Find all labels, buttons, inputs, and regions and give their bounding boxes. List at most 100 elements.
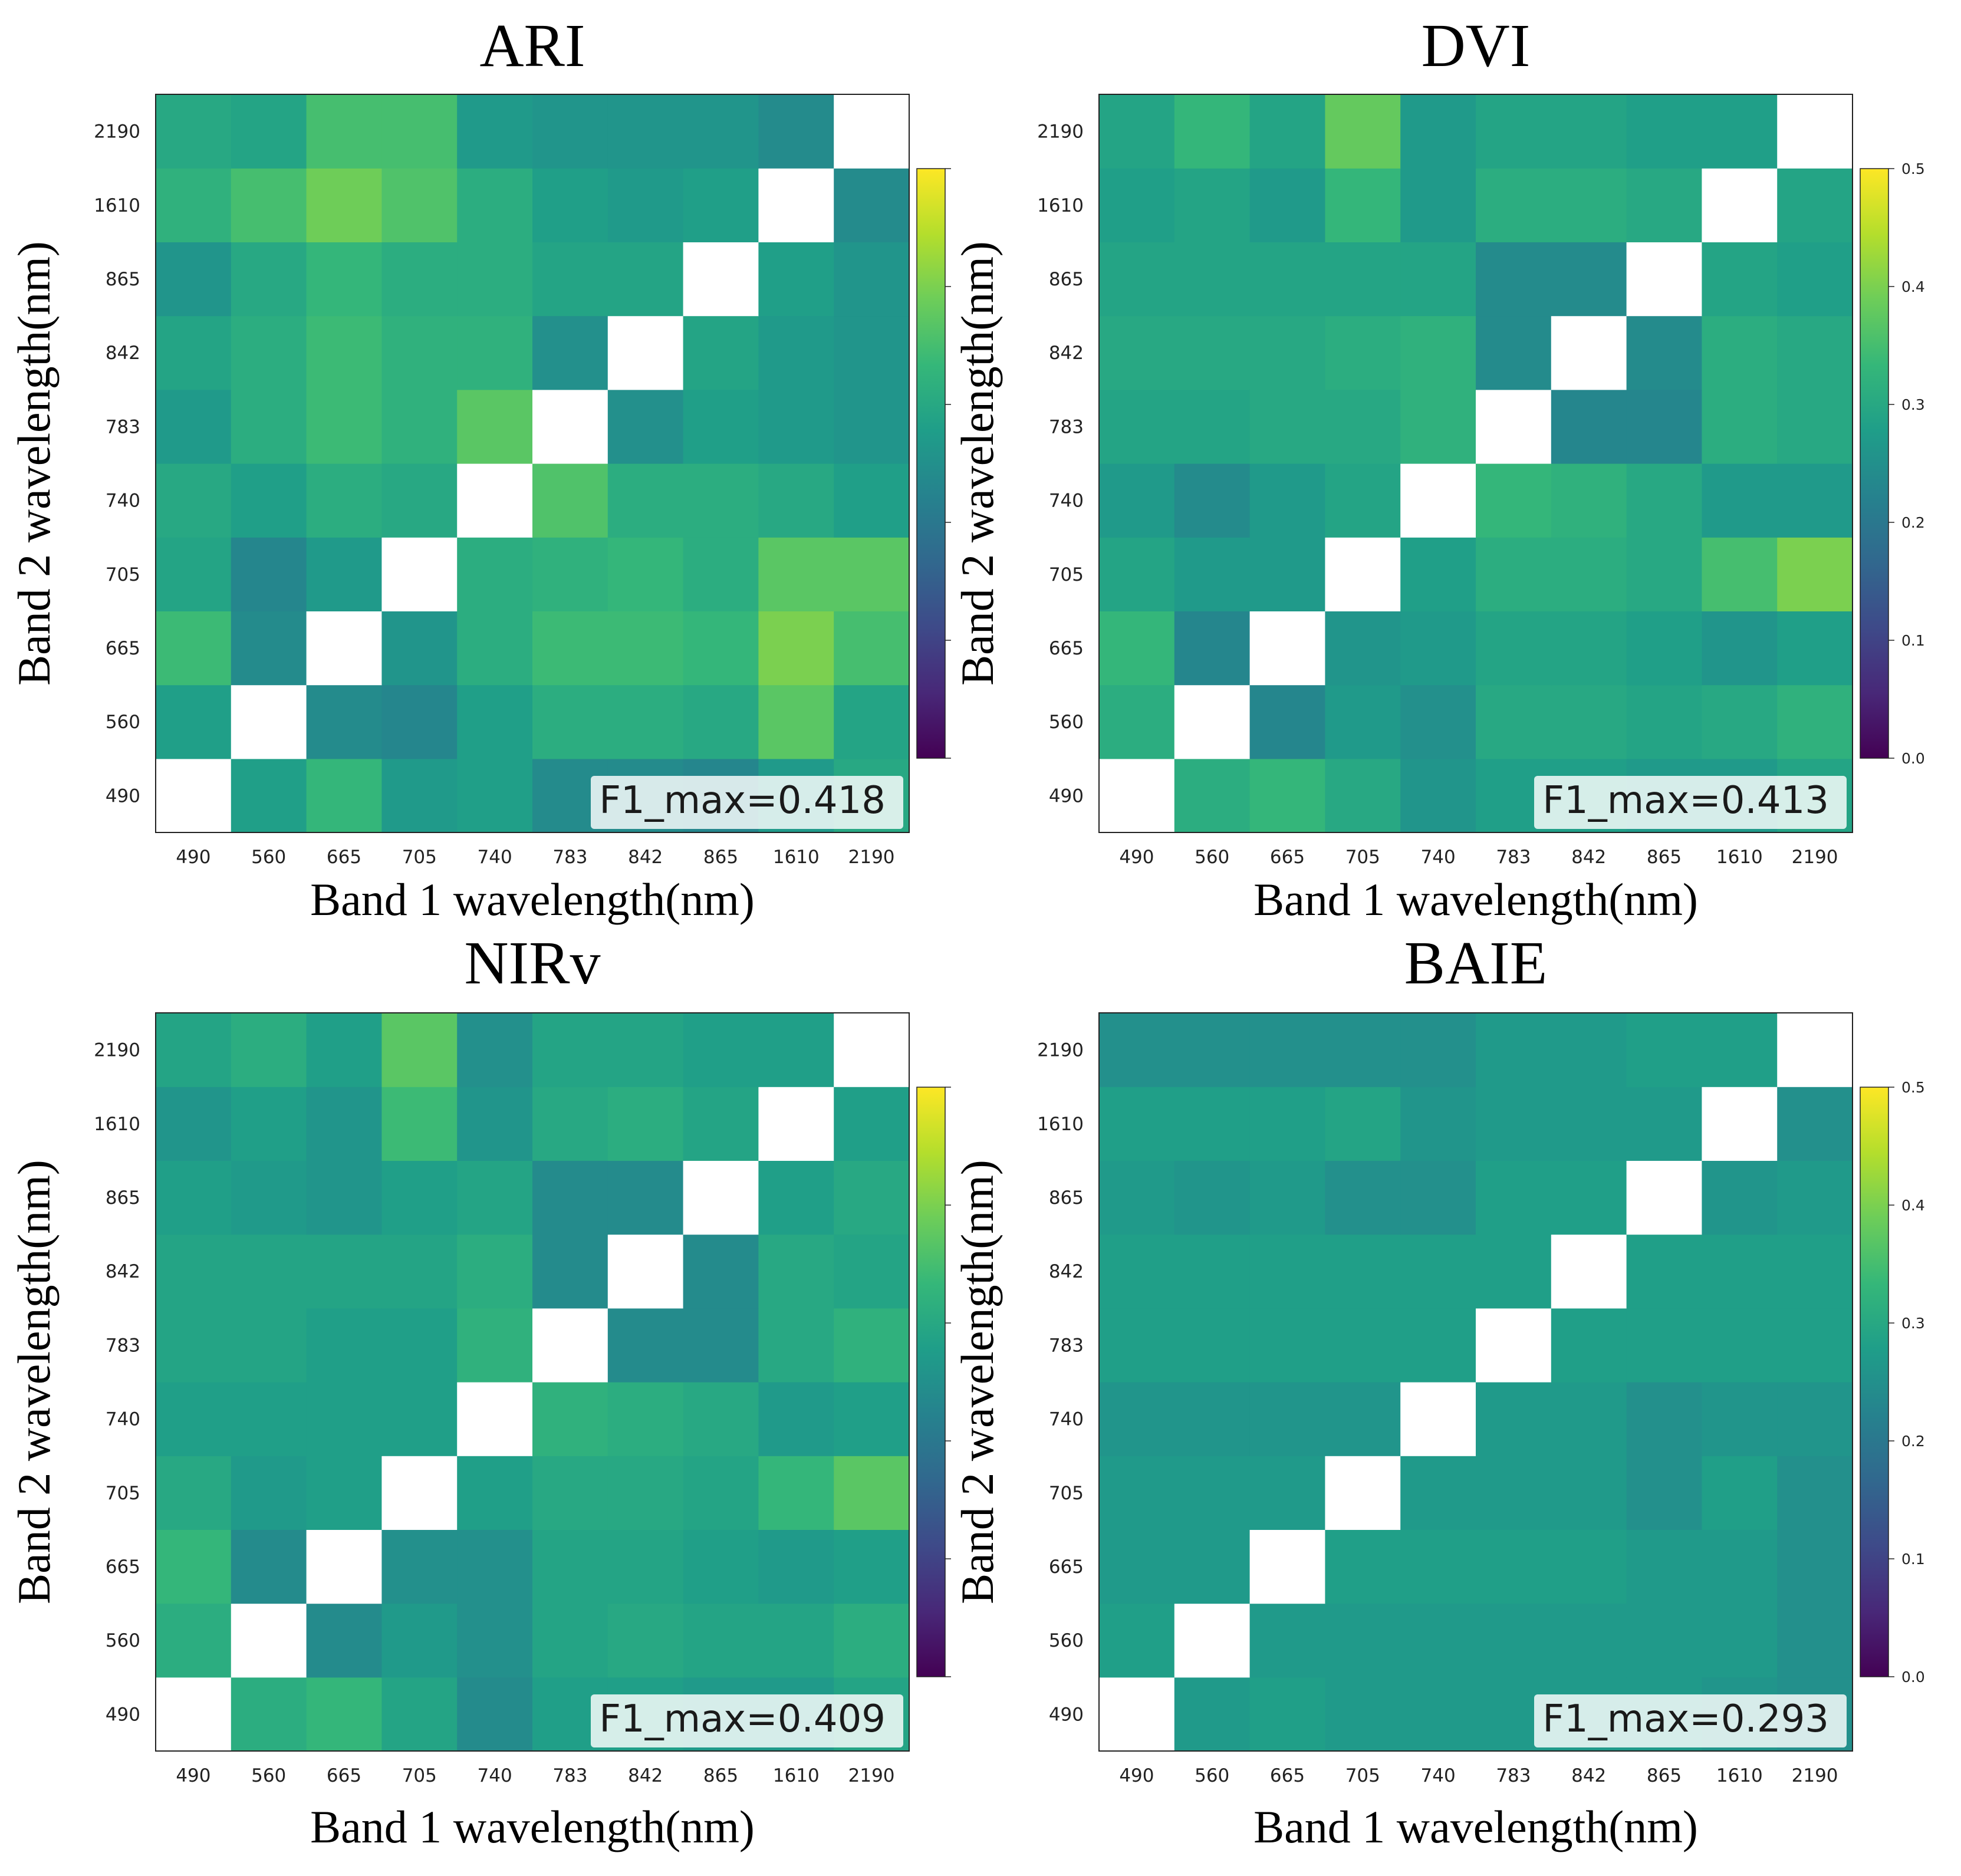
heatmap-cell bbox=[457, 611, 533, 686]
heatmap-cell bbox=[1400, 1677, 1476, 1752]
x-tick-label: 490 bbox=[1119, 847, 1154, 868]
heatmap-cell bbox=[1325, 684, 1401, 759]
y-tick-label: 865 bbox=[106, 269, 140, 290]
heatmap-cell bbox=[1249, 389, 1325, 464]
heatmap-cell bbox=[532, 1308, 608, 1383]
heatmap-cell bbox=[532, 1234, 608, 1309]
heatmap-cell bbox=[1626, 1013, 1702, 1087]
heatmap-cell bbox=[758, 684, 834, 759]
heatmap-cell bbox=[607, 1382, 684, 1456]
f1-max-annotation: F1_max=0.413 bbox=[1534, 776, 1847, 829]
y-tick-label: 865 bbox=[106, 1187, 140, 1209]
panel-baie: BAIE 490 560 665 705 740 783 842 865 1610 2190 490 5… bbox=[952, 929, 1925, 1852]
heatmap-cell bbox=[834, 1160, 910, 1235]
x-tick-label: 665 bbox=[1270, 847, 1305, 868]
heatmap-cell bbox=[1777, 463, 1853, 538]
heatmap-cell bbox=[1174, 1087, 1251, 1161]
x-tick-label: 740 bbox=[478, 847, 512, 868]
heatmap-cell bbox=[1626, 94, 1702, 169]
heatmap-cell bbox=[1702, 94, 1778, 169]
heatmap-cell bbox=[758, 168, 834, 242]
heatmap-cell bbox=[1400, 463, 1476, 538]
colorbar-tick-label: 0.1 bbox=[1901, 632, 1925, 649]
heatmap-cell bbox=[1099, 315, 1175, 390]
heatmap-cell bbox=[231, 758, 307, 833]
colorbar: 0.0 0.1 0.2 0.3 0.4 0.5 bbox=[1860, 160, 1925, 767]
heatmap-cell bbox=[1249, 1529, 1325, 1604]
heatmap-cell bbox=[231, 1529, 307, 1604]
y-tick-label: 842 bbox=[106, 343, 140, 364]
heatmap-cell bbox=[1099, 1160, 1175, 1235]
colorbar bbox=[916, 1087, 951, 1677]
heatmap-cell bbox=[683, 1529, 759, 1604]
heatmap-cell bbox=[231, 315, 307, 390]
heatmap-cell bbox=[607, 389, 684, 464]
heatmap-cell bbox=[156, 389, 232, 464]
heatmap-cell bbox=[1626, 684, 1702, 759]
heatmap-cell bbox=[607, 242, 684, 317]
heatmap-cell bbox=[156, 537, 232, 611]
heatmap-cell bbox=[1551, 389, 1627, 464]
y-tick-label: 2190 bbox=[1037, 1040, 1084, 1061]
x-tick-label: 842 bbox=[1571, 847, 1606, 868]
y-tick-label: 783 bbox=[106, 1335, 140, 1356]
heatmap-cell bbox=[1174, 94, 1251, 169]
heatmap-cell bbox=[1476, 242, 1552, 317]
heatmap-cell bbox=[1174, 1013, 1251, 1087]
heatmap-cell bbox=[156, 1529, 232, 1604]
heatmap-cell bbox=[683, 94, 759, 169]
heatmap-cell bbox=[532, 168, 608, 242]
heatmap-cell bbox=[1702, 1603, 1778, 1678]
f1-max-annotation: F1_max=0.293 bbox=[1534, 1694, 1847, 1747]
heatmap-cell bbox=[457, 1013, 533, 1087]
heatmap-cell bbox=[306, 1603, 382, 1678]
heatmap-cell bbox=[306, 1382, 382, 1456]
x-axis-label: Band 1 wavelength(nm) bbox=[310, 1801, 755, 1852]
heatmap-cell bbox=[156, 242, 232, 317]
heatmap-cell bbox=[381, 611, 458, 686]
x-tick-label: 865 bbox=[1647, 1765, 1682, 1786]
heatmap-cell bbox=[306, 1529, 382, 1604]
heatmap-cell bbox=[1249, 1677, 1325, 1752]
heatmap-cell bbox=[306, 1160, 382, 1235]
colorbar-gradient bbox=[916, 1087, 946, 1677]
colorbar-gradient bbox=[1860, 1087, 1889, 1677]
heatmap-cell bbox=[1702, 1529, 1778, 1604]
heatmap-cell bbox=[834, 537, 910, 611]
heatmap-cell bbox=[758, 1603, 834, 1678]
y-tick-label: 783 bbox=[1049, 416, 1084, 437]
heatmap-cell bbox=[457, 1529, 533, 1604]
heatmap-cell bbox=[683, 1456, 759, 1530]
heatmap-cell bbox=[1325, 1677, 1401, 1752]
y-axis-label: Band 2 wavelength(nm) bbox=[952, 1160, 1003, 1604]
heatmap-cell bbox=[1702, 1382, 1778, 1456]
heatmap-cell bbox=[834, 1308, 910, 1383]
colorbar-tick-label: 0.2 bbox=[1901, 1433, 1925, 1450]
heatmap-cell bbox=[532, 611, 608, 686]
y-axis-label: Band 2 wavelength(nm) bbox=[952, 241, 1003, 686]
heatmap-cell bbox=[306, 684, 382, 759]
colorbar-tick-label: 0.1 bbox=[1901, 1551, 1925, 1568]
x-tick-label: 865 bbox=[703, 1765, 738, 1786]
heatmap-cell bbox=[306, 611, 382, 686]
heatmap-cell bbox=[231, 1603, 307, 1678]
y-tick-label: 740 bbox=[106, 1409, 140, 1430]
heatmap-cell bbox=[156, 1013, 232, 1087]
heatmap-cell bbox=[1702, 463, 1778, 538]
heatmap-cell bbox=[1325, 611, 1401, 686]
heatmap-cell bbox=[532, 94, 608, 169]
heatmap-cell bbox=[758, 1308, 834, 1383]
x-tick-label: 842 bbox=[628, 1765, 663, 1786]
colorbar-tick-label: 0.4 bbox=[1901, 1197, 1925, 1214]
heatmap-cell bbox=[1099, 1234, 1175, 1309]
heatmap-cell bbox=[231, 1087, 307, 1161]
heatmap-cell bbox=[156, 1677, 232, 1752]
heatmap-cell bbox=[1777, 1603, 1853, 1678]
heatmap-cell bbox=[381, 1603, 458, 1678]
heatmap-cell bbox=[758, 1160, 834, 1235]
heatmap-cell bbox=[758, 94, 834, 169]
y-tick-label: 490 bbox=[1049, 785, 1084, 807]
heatmap-cell bbox=[1777, 1456, 1853, 1530]
heatmap-cell bbox=[306, 168, 382, 242]
heatmap-cell bbox=[607, 1234, 684, 1309]
